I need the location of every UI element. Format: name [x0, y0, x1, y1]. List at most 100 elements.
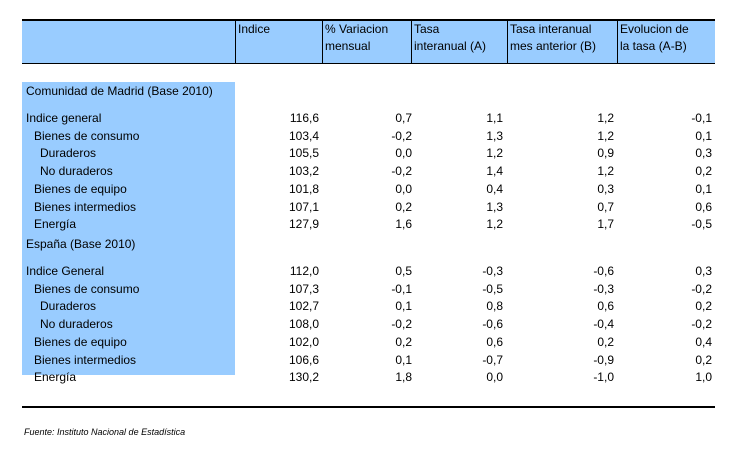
cell-value: -0,2 [391, 164, 412, 179]
header-variacion-line2: mensual [325, 39, 371, 53]
cell-value: 116,6 [289, 111, 319, 125]
table-row: Bienes intermedios 106,6 0,1 -0,7 -0,9 0,2 [0, 352, 740, 368]
cell-value: 0,6 [597, 299, 614, 314]
table-row: Indice general 116,6 0,7 1,1 1,2 -0,1 [0, 110, 740, 126]
cell-value: 0,1 [695, 128, 712, 143]
cell-value: 0,0 [486, 370, 503, 385]
cell-value: 0,1 [395, 352, 412, 367]
cell-value: 1,8 [395, 370, 412, 385]
cell-value: -0,9 [593, 352, 614, 367]
cell-value: 0,3 [695, 146, 712, 161]
table-row: Bienes intermedios 107,1 0,2 1,3 0,7 0,6 [0, 199, 740, 215]
header-tasa-b-line2: mes anterior (B) [510, 39, 597, 53]
cell-value: 102,0 [288, 334, 319, 349]
cell-value: 0,1 [695, 181, 712, 196]
cell-value: 1,1 [486, 111, 503, 125]
section-title: Comunidad de Madrid (Base 2010) [26, 84, 213, 98]
cell-value: 1,2 [597, 128, 614, 143]
table-row: No duraderos 108,0 -0,2 -0,6 -0,4 -0,2 [0, 316, 740, 332]
cell-value: 0,2 [695, 352, 712, 367]
row-label: Indice General [26, 264, 105, 278]
row-label: No duraderos [40, 164, 113, 179]
header-evolucion-tasa: Evolucion de la tasa (A-B) [617, 21, 715, 63]
cell-value: -0,3 [593, 281, 614, 296]
header-tasa-interanual-b: Tasa interanual mes anterior (B) [507, 21, 617, 63]
table-row: Duraderos 105,5 0,0 1,2 0,9 0,3 [0, 145, 740, 161]
cell-value: 101,8 [288, 181, 319, 196]
cell-value: 127,9 [288, 217, 319, 232]
row-label: Bienes de equipo [34, 181, 127, 196]
row-label: Bienes intermedios [34, 352, 137, 367]
header-variacion-line1: % Variacion [325, 22, 389, 36]
cell-value: 107,1 [288, 199, 319, 214]
cell-value: -0,2 [391, 128, 412, 143]
table-row: Bienes de equipo 101,8 0,0 0,4 0,3 0,1 [0, 181, 740, 197]
cell-value: -1,0 [593, 370, 614, 385]
header-tasa-b-line1: Tasa interanual [510, 22, 592, 36]
header-tasa-a-line2: interanual (A) [414, 39, 487, 53]
cell-value: 103,2 [288, 164, 319, 179]
row-label: Bienes intermedios [34, 199, 137, 214]
table-row: Energía 127,9 1,6 1,2 1,7 -0,5 [0, 216, 740, 232]
table-row: Indice General 112,0 0,5 -0,3 -0,6 0,3 [0, 263, 740, 279]
cell-value: 0,1 [395, 299, 412, 314]
section-title-row: Comunidad de Madrid (Base 2010) [0, 83, 740, 99]
cell-value: 0,2 [395, 199, 412, 214]
header-indice-label: Indice [238, 22, 271, 36]
cell-value: -0,2 [391, 317, 412, 332]
cell-value: -0,6 [593, 264, 614, 278]
table-row: Bienes de equipo 102,0 0,2 0,6 0,2 0,4 [0, 334, 740, 350]
cell-value: -0,4 [593, 317, 614, 332]
row-label: Indice general [26, 111, 102, 125]
table-header: Indice % Variacion mensual Tasa interanu… [22, 21, 715, 64]
cell-value: -0,1 [691, 111, 712, 125]
header-evolucion-line1: Evolucion de [620, 22, 689, 36]
table-row: Bienes de consumo 103,4 -0,2 1,3 1,2 0,1 [0, 128, 740, 144]
cell-value: 1,4 [486, 164, 503, 179]
row-label: Energía [34, 217, 77, 232]
cell-value: -0,6 [482, 317, 503, 332]
header-evolucion-line2: la tasa (A-B) [620, 39, 687, 53]
cell-value: -0,7 [482, 352, 503, 367]
header-tasa-a-line1: Tasa [414, 22, 440, 36]
cell-value: 0,9 [597, 146, 614, 161]
table-bottom-rule [22, 406, 715, 408]
cell-value: 106,6 [288, 352, 319, 367]
table-row: Duraderos 102,7 0,1 0,8 0,6 0,2 [0, 298, 740, 314]
cell-value: 0,3 [695, 264, 712, 278]
row-label: Duraderos [40, 146, 97, 161]
cell-value: 103,4 [288, 128, 319, 143]
row-label: Duraderos [40, 299, 97, 314]
row-label: Bienes de equipo [34, 334, 127, 349]
table-row: No duraderos 103,2 -0,2 1,4 1,2 0,2 [0, 163, 740, 179]
cell-value: 105,5 [288, 146, 319, 161]
cell-value: -0,2 [691, 281, 712, 296]
cell-value: 0,0 [395, 146, 412, 161]
cell-value: 0,8 [486, 299, 503, 314]
cell-value: 0,3 [597, 181, 614, 196]
source-note: Fuente: Instituto Nacional de Estadístic… [24, 427, 186, 437]
cell-value: 1,6 [395, 217, 412, 232]
cell-value: 0,7 [597, 199, 614, 214]
cell-value: 1,7 [597, 217, 614, 232]
cell-value: 107,3 [288, 281, 319, 296]
cell-value: -0,5 [691, 217, 712, 232]
header-tasa-interanual-a: Tasa interanual (A) [411, 21, 507, 63]
section-title-row: España (Base 2010) [0, 236, 740, 252]
row-label: Energía [34, 370, 77, 385]
cell-value: 0,6 [695, 199, 712, 214]
table-top-rule [22, 19, 715, 21]
cell-value: 0,2 [597, 334, 614, 349]
cell-value: 0,6 [486, 334, 503, 349]
cell-value: 0,2 [395, 334, 412, 349]
cell-value: 0,7 [395, 111, 412, 125]
cell-value: 1,3 [486, 199, 503, 214]
cell-value: 0,2 [695, 299, 712, 314]
cell-value: 0,4 [695, 334, 712, 349]
cell-value: 112,0 [289, 264, 319, 278]
row-label: Bienes de consumo [34, 281, 140, 296]
table-row: Energía 130,2 1,8 0,0 -1,0 1,0 [0, 369, 740, 385]
cell-value: 1,2 [597, 111, 614, 125]
cell-value: 1,2 [486, 217, 503, 232]
cell-value: -0,1 [391, 281, 412, 296]
